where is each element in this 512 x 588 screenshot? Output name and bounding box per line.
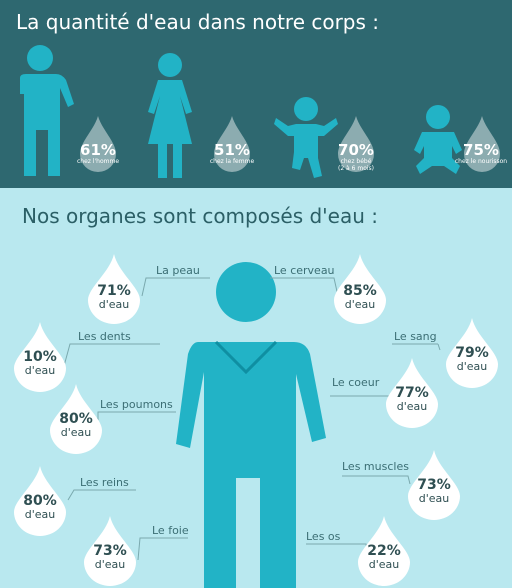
organ-value-coeur: 77% d'eau xyxy=(386,386,438,413)
organ-pct: 77% xyxy=(395,385,429,401)
organ-pct: 71% xyxy=(97,283,131,299)
organ-unit: d'eau xyxy=(24,508,56,521)
organ-value-cerveau: 85% d'eau xyxy=(334,284,386,311)
drop-icon xyxy=(338,116,374,172)
stat-infant: 75% chez le nourisson xyxy=(450,142,512,165)
organ-unit: d'eau xyxy=(60,426,92,439)
organ-value-peau: 71% d'eau xyxy=(88,284,140,311)
organ-label-sang: Le sang xyxy=(394,330,437,343)
drop-icon xyxy=(358,516,410,586)
organ-pct: 80% xyxy=(59,411,93,427)
infant-icon xyxy=(414,105,462,174)
organ-pct: 73% xyxy=(93,543,127,559)
organ-value-poumons: 80% d'eau xyxy=(50,412,102,439)
woman-icon xyxy=(148,53,192,178)
drop-icon xyxy=(386,358,438,428)
drop-icon xyxy=(446,318,498,388)
drop-icon xyxy=(464,116,500,172)
organ-unit: d'eau xyxy=(456,360,488,373)
stat-man: 61% chez l'homme xyxy=(70,142,126,165)
stat-woman: 51% chez la femme xyxy=(204,142,260,165)
stat-label: chez la femme xyxy=(209,158,255,165)
drop-icon xyxy=(14,322,66,392)
organ-label-dents: Les dents xyxy=(78,330,131,343)
stat-pct: 51% xyxy=(214,141,250,159)
organ-unit: d'eau xyxy=(24,364,56,377)
drop-icon xyxy=(214,116,250,172)
drop-icon xyxy=(88,254,140,324)
drop-icon xyxy=(84,516,136,586)
organ-pct: 22% xyxy=(367,543,401,559)
stat-baby: 70% chez bébé (2 à 6 mois) xyxy=(328,142,384,172)
organ-pct: 85% xyxy=(343,283,377,299)
organ-label-reins: Les reins xyxy=(80,476,129,489)
organ-value-reins: 80% d'eau xyxy=(14,494,66,521)
drop-icon xyxy=(408,450,460,520)
stat-sublabel: (2 à 6 mois) xyxy=(337,165,375,172)
organ-unit: d'eau xyxy=(418,492,450,505)
organ-pct: 80% xyxy=(23,493,57,509)
stat-label: chez le nourisson xyxy=(454,158,508,165)
organ-label-peau: La peau xyxy=(156,264,200,277)
organ-pct: 79% xyxy=(455,345,489,361)
stat-pct: 70% xyxy=(338,141,374,159)
header-title: La quantité d'eau dans notre corps : xyxy=(16,10,380,34)
drop-icon xyxy=(334,254,386,324)
stat-pct: 75% xyxy=(463,141,499,159)
organ-value-dents: 10% d'eau xyxy=(14,350,66,377)
organ-unit: d'eau xyxy=(98,298,130,311)
drop-icon xyxy=(80,116,116,172)
organs-title: Nos organes sont composés d'eau : xyxy=(22,204,378,228)
organ-value-muscles: 73% d'eau xyxy=(408,478,460,505)
organ-pct: 10% xyxy=(23,349,57,365)
organ-unit: d'eau xyxy=(94,558,126,571)
stat-pct: 61% xyxy=(80,141,116,159)
organ-unit: d'eau xyxy=(344,298,376,311)
organ-label-muscles: Les muscles xyxy=(342,460,409,473)
organ-label-poumons: Les poumons xyxy=(100,398,173,411)
organ-unit: d'eau xyxy=(396,400,428,413)
organ-label-cerveau: Le cerveau xyxy=(274,264,335,277)
organ-label-coeur: Le coeur xyxy=(332,376,380,389)
drop-icon xyxy=(50,384,102,454)
organ-unit: d'eau xyxy=(368,558,400,571)
organ-value-sang: 79% d'eau xyxy=(446,346,498,373)
organ-label-foie: Le foie xyxy=(152,524,189,537)
body-icon xyxy=(176,262,326,588)
stat-label: chez l'homme xyxy=(76,158,120,165)
organ-value-foie: 73% d'eau xyxy=(84,544,136,571)
baby-icon xyxy=(274,97,338,178)
drop-icon xyxy=(14,466,66,536)
organ-label-os: Les os xyxy=(306,530,341,543)
stat-label: chez bébé xyxy=(340,158,372,165)
organ-value-os: 22% d'eau xyxy=(358,544,410,571)
organ-pct: 73% xyxy=(417,477,451,493)
man-icon xyxy=(20,45,74,176)
